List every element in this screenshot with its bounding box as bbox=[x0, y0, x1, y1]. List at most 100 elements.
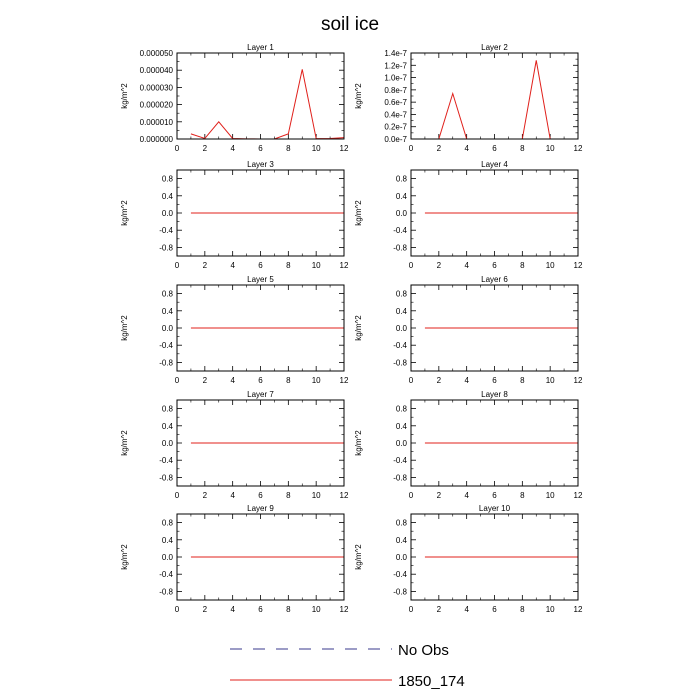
x-tick-label: 8 bbox=[520, 144, 525, 153]
y-tick-label: 0.0 bbox=[162, 209, 174, 218]
x-tick-label: 12 bbox=[574, 491, 583, 500]
x-tick-label: 2 bbox=[437, 144, 442, 153]
x-tick-label: 2 bbox=[437, 261, 442, 270]
panel-layer-7: Layer 7 kg/m^2 0 2 4 6 8 10 12 -0.8 -0.4 0.0 0.4 0.8 bbox=[120, 390, 349, 500]
plot-frame bbox=[410, 284, 579, 372]
x-tick-label: 2 bbox=[437, 491, 442, 500]
panel-layer-4: Layer 4 kg/m^2 0 2 4 6 8 10 12 -0.8 -0.4 0.0 0.4 0.8 bbox=[354, 160, 583, 270]
legend-label: 1850_174 bbox=[398, 673, 465, 690]
x-tick-label: 0 bbox=[409, 376, 414, 385]
plot-frame bbox=[410, 399, 579, 487]
x-tick-label: 10 bbox=[546, 605, 555, 614]
y-tick-label: 0.8 bbox=[162, 405, 174, 414]
y-tick-label: 0.000050 bbox=[140, 49, 174, 58]
x-tick-label: 10 bbox=[546, 376, 555, 385]
x-tick-label: 6 bbox=[492, 144, 497, 153]
x-tick-label: 4 bbox=[230, 491, 235, 500]
x-tick-label: 8 bbox=[286, 605, 291, 614]
y-tick-label: 0.0 bbox=[396, 324, 408, 333]
x-tick-label: 10 bbox=[312, 605, 321, 614]
plot-frame bbox=[176, 169, 345, 257]
x-tick-label: 4 bbox=[230, 376, 235, 385]
x-tick-label: 12 bbox=[574, 605, 583, 614]
panel-title: Layer 2 bbox=[481, 43, 508, 52]
panel-layer-10: Layer 10 kg/m^2 0 2 4 6 8 10 12 -0.8 -0.4 0.0 0.4 0.8 bbox=[354, 504, 583, 614]
x-tick-label: 4 bbox=[464, 261, 469, 270]
panel-title: Layer 10 bbox=[479, 504, 511, 513]
y-tick-label: 0.8 bbox=[396, 405, 408, 414]
y-tick-label: 0.0 bbox=[162, 553, 174, 562]
y-tick-label: -0.4 bbox=[393, 570, 407, 579]
y-tick-label: 0.4 bbox=[162, 307, 174, 316]
panel-title: Layer 9 bbox=[247, 504, 274, 513]
x-tick-label: 2 bbox=[437, 605, 442, 614]
x-tick-label: 6 bbox=[492, 261, 497, 270]
x-tick-label: 8 bbox=[520, 491, 525, 500]
panel-layer-6: Layer 6 kg/m^2 0 2 4 6 8 10 12 -0.8 -0.4 0.0 0.4 0.8 bbox=[354, 275, 583, 385]
y-axis-label: kg/m^2 bbox=[354, 200, 363, 226]
x-tick-label: 12 bbox=[574, 376, 583, 385]
y-tick-label: -0.8 bbox=[393, 358, 407, 367]
x-tick-label: 4 bbox=[230, 144, 235, 153]
y-tick-label: -0.8 bbox=[393, 243, 407, 252]
y-tick-label: 0.4 bbox=[396, 536, 408, 545]
panel-layer-2: Layer 2 kg/m^2 0 2 4 6 8 10 12 0.0e-7 0.2e-7 0.4e-7… bbox=[354, 43, 583, 153]
y-tick-label: 0.8 bbox=[162, 519, 174, 528]
y-axis-label: kg/m^2 bbox=[120, 430, 129, 456]
y-tick-label: 0.000010 bbox=[140, 118, 174, 127]
y-tick-label: 0.0e-7 bbox=[384, 135, 407, 144]
panel-layer-9: Layer 9 kg/m^2 0 2 4 6 8 10 12 -0.8 -0.4 0.0 0.4 0.8 bbox=[120, 504, 349, 614]
y-tick-label: 1.2e-7 bbox=[384, 61, 407, 70]
y-tick-label: 0.8 bbox=[162, 290, 174, 299]
y-tick-label: -0.4 bbox=[159, 456, 173, 465]
x-tick-label: 10 bbox=[312, 261, 321, 270]
x-tick-label: 12 bbox=[340, 491, 349, 500]
plot-frame bbox=[176, 399, 345, 487]
panel-title: Layer 5 bbox=[247, 275, 274, 284]
y-tick-label: 0.0 bbox=[162, 324, 174, 333]
y-tick-label: 0.0 bbox=[396, 209, 408, 218]
y-tick-label: -0.4 bbox=[393, 226, 407, 235]
panel-title: Layer 8 bbox=[481, 390, 508, 399]
panel-layer-8: Layer 8 kg/m^2 0 2 4 6 8 10 12 -0.8 -0.4 0.0 0.4 0.8 bbox=[354, 390, 583, 500]
panel-layer-3: Layer 3 kg/m^2 0 2 4 6 8 10 12 -0.8 -0.4 0.0 0.4 0.8 bbox=[120, 160, 349, 270]
panel-title: Layer 3 bbox=[247, 160, 274, 169]
y-axis-label: kg/m^2 bbox=[354, 315, 363, 341]
y-tick-label: 0.000000 bbox=[140, 135, 174, 144]
x-tick-label: 4 bbox=[464, 605, 469, 614]
x-tick-label: 0 bbox=[175, 376, 180, 385]
x-tick-label: 10 bbox=[546, 261, 555, 270]
x-tick-label: 4 bbox=[464, 144, 469, 153]
y-tick-label: 0.0 bbox=[396, 439, 408, 448]
y-tick-label: 0.4 bbox=[396, 192, 408, 201]
x-tick-label: 12 bbox=[340, 261, 349, 270]
legend-entry: 1850_174 bbox=[230, 673, 465, 690]
plot-frame bbox=[410, 513, 579, 601]
x-tick-label: 0 bbox=[409, 144, 414, 153]
y-tick-label: 0.4 bbox=[162, 422, 174, 431]
x-tick-label: 12 bbox=[574, 261, 583, 270]
x-tick-label: 8 bbox=[286, 491, 291, 500]
y-tick-label: -0.8 bbox=[393, 587, 407, 596]
panel-title: Layer 1 bbox=[247, 43, 274, 52]
y-tick-label: -0.4 bbox=[159, 570, 173, 579]
y-tick-label: -0.4 bbox=[393, 456, 407, 465]
x-tick-label: 6 bbox=[258, 144, 263, 153]
y-axis-label: kg/m^2 bbox=[120, 83, 129, 109]
y-tick-label: 0.2e-7 bbox=[384, 123, 407, 132]
y-tick-label: 0.8 bbox=[162, 175, 174, 184]
y-tick-label: 0.000040 bbox=[140, 66, 174, 75]
x-tick-label: 4 bbox=[464, 491, 469, 500]
x-tick-label: 2 bbox=[203, 376, 208, 385]
x-tick-label: 0 bbox=[175, 491, 180, 500]
x-tick-label: 2 bbox=[203, 605, 208, 614]
legend: No Obs 1850_174 bbox=[230, 642, 465, 690]
y-tick-label: -0.8 bbox=[393, 473, 407, 482]
x-tick-label: 12 bbox=[340, 144, 349, 153]
y-tick-label: 0.0 bbox=[162, 439, 174, 448]
x-tick-label: 2 bbox=[203, 261, 208, 270]
plot-frame bbox=[410, 52, 579, 140]
panel-title: Layer 4 bbox=[481, 160, 508, 169]
y-tick-label: -0.4 bbox=[393, 341, 407, 350]
x-tick-label: 6 bbox=[492, 605, 497, 614]
